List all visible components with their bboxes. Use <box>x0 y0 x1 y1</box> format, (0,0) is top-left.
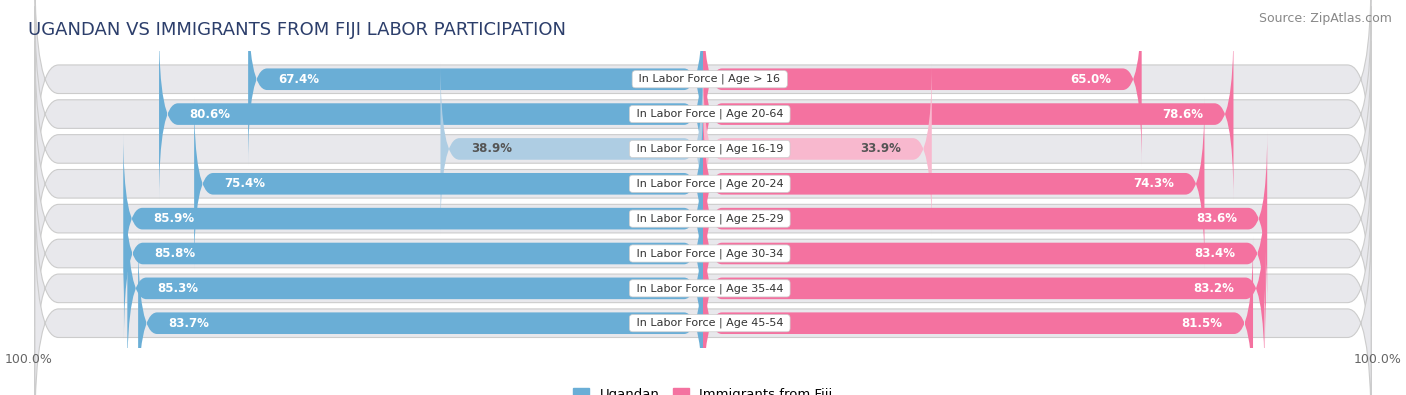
FancyBboxPatch shape <box>247 0 703 166</box>
Text: 65.0%: 65.0% <box>1070 73 1111 86</box>
FancyBboxPatch shape <box>703 237 1253 395</box>
Text: UGANDAN VS IMMIGRANTS FROM FIJI LABOR PARTICIPATION: UGANDAN VS IMMIGRANTS FROM FIJI LABOR PA… <box>28 21 567 39</box>
Text: In Labor Force | Age 45-54: In Labor Force | Age 45-54 <box>633 318 787 329</box>
FancyBboxPatch shape <box>159 27 703 201</box>
FancyBboxPatch shape <box>124 167 703 340</box>
Text: In Labor Force | Age 20-24: In Labor Force | Age 20-24 <box>633 179 787 189</box>
FancyBboxPatch shape <box>35 76 1371 292</box>
Text: 83.6%: 83.6% <box>1197 212 1237 225</box>
FancyBboxPatch shape <box>703 201 1264 375</box>
FancyBboxPatch shape <box>35 111 1371 326</box>
FancyBboxPatch shape <box>703 62 932 236</box>
Text: Source: ZipAtlas.com: Source: ZipAtlas.com <box>1258 12 1392 25</box>
Text: 83.4%: 83.4% <box>1195 247 1236 260</box>
Text: 74.3%: 74.3% <box>1133 177 1174 190</box>
Text: 33.9%: 33.9% <box>860 143 901 156</box>
FancyBboxPatch shape <box>35 41 1371 257</box>
FancyBboxPatch shape <box>703 167 1265 340</box>
FancyBboxPatch shape <box>35 216 1371 395</box>
FancyBboxPatch shape <box>124 132 703 305</box>
FancyBboxPatch shape <box>703 0 1142 166</box>
FancyBboxPatch shape <box>703 132 1267 305</box>
FancyBboxPatch shape <box>194 97 703 271</box>
Text: 38.9%: 38.9% <box>471 143 512 156</box>
Text: In Labor Force | Age 16-19: In Labor Force | Age 16-19 <box>633 144 787 154</box>
FancyBboxPatch shape <box>440 62 703 236</box>
FancyBboxPatch shape <box>703 97 1205 271</box>
Text: 85.9%: 85.9% <box>153 212 195 225</box>
Text: 85.3%: 85.3% <box>157 282 198 295</box>
Legend: Ugandan, Immigrants from Fiji: Ugandan, Immigrants from Fiji <box>568 383 838 395</box>
Text: 85.8%: 85.8% <box>155 247 195 260</box>
FancyBboxPatch shape <box>128 201 703 375</box>
FancyBboxPatch shape <box>35 181 1371 395</box>
FancyBboxPatch shape <box>35 6 1371 222</box>
Text: 75.4%: 75.4% <box>225 177 266 190</box>
FancyBboxPatch shape <box>703 27 1233 201</box>
Text: In Labor Force | Age 20-64: In Labor Force | Age 20-64 <box>633 109 787 119</box>
Text: 81.5%: 81.5% <box>1181 317 1223 330</box>
Text: In Labor Force | Age 30-34: In Labor Force | Age 30-34 <box>633 248 787 259</box>
Text: 78.6%: 78.6% <box>1163 107 1204 120</box>
Text: In Labor Force | Age 35-44: In Labor Force | Age 35-44 <box>633 283 787 293</box>
Text: 83.7%: 83.7% <box>169 317 209 330</box>
Text: 67.4%: 67.4% <box>278 73 319 86</box>
Text: In Labor Force | Age 25-29: In Labor Force | Age 25-29 <box>633 213 787 224</box>
FancyBboxPatch shape <box>35 0 1371 187</box>
Text: 83.2%: 83.2% <box>1194 282 1234 295</box>
Text: In Labor Force | Age > 16: In Labor Force | Age > 16 <box>636 74 785 85</box>
FancyBboxPatch shape <box>35 146 1371 361</box>
Text: 80.6%: 80.6% <box>190 107 231 120</box>
FancyBboxPatch shape <box>138 237 703 395</box>
